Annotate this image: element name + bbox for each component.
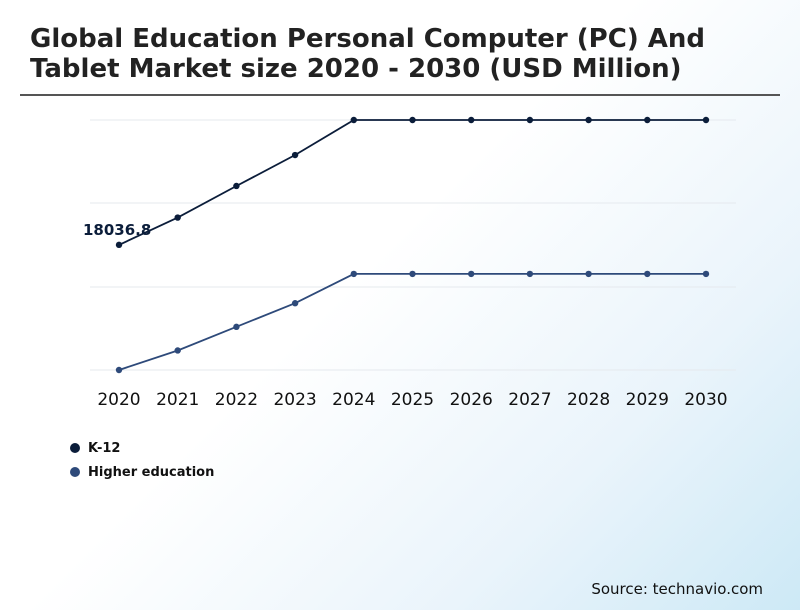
chart-title: Global Education Personal Computer (PC) … <box>30 24 705 84</box>
data-labels: 18036.8 <box>83 221 151 239</box>
x-axis-ticks: 2020 2021 2022 2023 2024 2025 2026 2027 2028 2029… <box>97 390 727 410</box>
x-tick-2027: 2027 <box>508 390 551 410</box>
data-point-k-12-2021[interactable] <box>174 214 181 221</box>
data-point-higher-education-2021[interactable] <box>174 347 181 354</box>
legend-item-higher-education[interactable]: Higher education <box>70 460 214 484</box>
source-note: Source: technavio.com <box>591 580 763 598</box>
legend-label-k12: K-12 <box>88 440 121 456</box>
x-tick-2022: 2022 <box>215 390 258 410</box>
data-point-k-12-2029[interactable] <box>644 116 651 124</box>
x-tick-2026: 2026 <box>450 390 493 410</box>
data-point-higher-education-2020[interactable] <box>115 366 123 374</box>
x-tick-2028: 2028 <box>567 390 610 410</box>
data-point-higher-education-2026[interactable] <box>468 270 475 278</box>
data-point-higher-education-2023[interactable] <box>291 300 299 307</box>
x-tick-2025: 2025 <box>391 390 434 410</box>
data-point-higher-education-2028[interactable] <box>585 270 592 278</box>
gridlines <box>90 119 736 371</box>
data-point-k-12-2024[interactable] <box>350 116 357 124</box>
legend: K-12 Higher education <box>70 436 214 484</box>
x-tick-2020: 2020 <box>97 390 140 410</box>
data-point-k-12-2026[interactable] <box>468 116 475 124</box>
data-point-higher-education-2030[interactable] <box>702 270 710 278</box>
x-tick-2029: 2029 <box>626 390 669 410</box>
data-point-higher-education-2022[interactable] <box>233 323 240 331</box>
x-tick-2021: 2021 <box>156 390 199 410</box>
legend-item-k12[interactable]: K-12 <box>70 436 214 460</box>
series-lines <box>118 119 706 371</box>
data-point-k-12-2020[interactable] <box>115 241 123 249</box>
data-point-higher-education-2025[interactable] <box>409 270 416 278</box>
data-point-k-12-2030[interactable] <box>702 116 710 124</box>
data-point-k-12-2027[interactable] <box>526 116 534 124</box>
x-tick-2030: 2030 <box>684 390 727 410</box>
x-tick-2023: 2023 <box>273 390 316 410</box>
legend-label-higher-education: Higher education <box>88 464 215 480</box>
data-point-higher-education-2024[interactable] <box>350 270 357 278</box>
series-line-higher-education <box>118 273 706 371</box>
data-points <box>115 116 710 374</box>
x-tick-2024: 2024 <box>332 390 375 410</box>
data-point-k-12-2028[interactable] <box>585 116 592 124</box>
data-point-k-12-2025[interactable] <box>409 116 416 124</box>
legend-marker-k12 <box>70 443 80 453</box>
data-point-k-12-2023[interactable] <box>291 151 299 159</box>
title-divider <box>20 94 780 96</box>
data-point-k-12-2022[interactable] <box>233 182 240 190</box>
legend-marker-higher-education <box>70 467 80 477</box>
data-point-higher-education-2027[interactable] <box>526 270 534 278</box>
series-line-k-12 <box>118 119 706 246</box>
data-point-higher-education-2029[interactable] <box>644 270 651 278</box>
data-label-0: 18036.8 <box>83 221 151 239</box>
